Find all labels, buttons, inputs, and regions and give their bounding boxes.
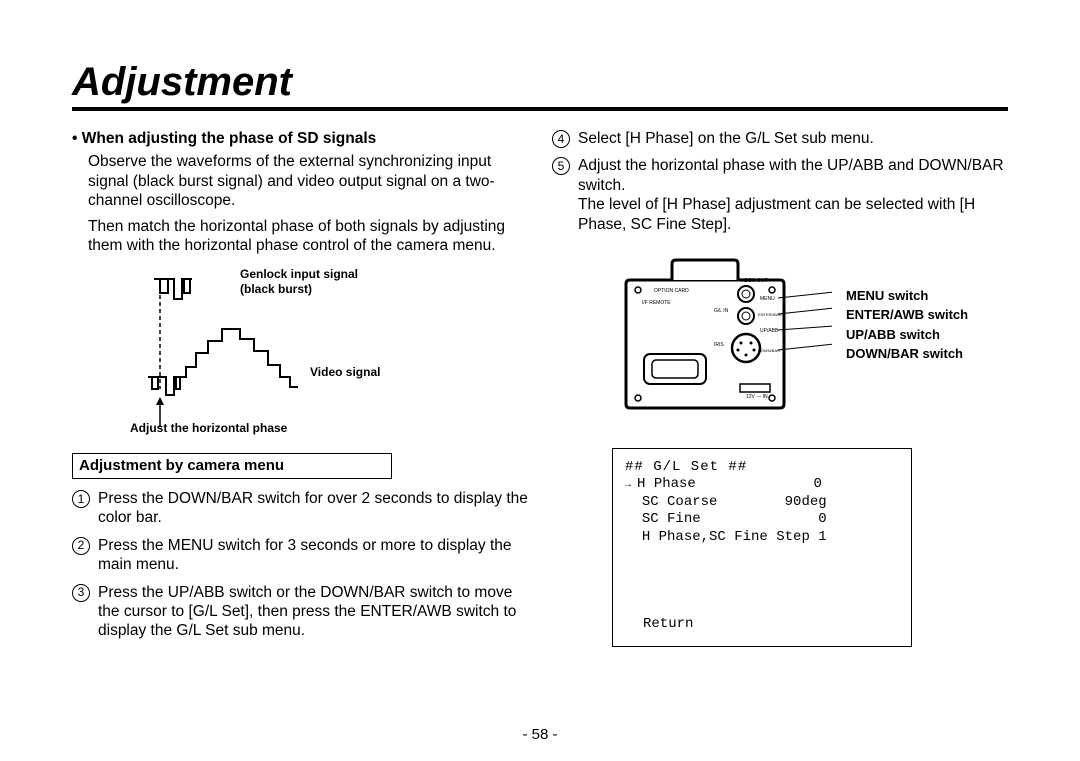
sd-heading: • When adjusting the phase of SD signals — [72, 129, 528, 148]
step-5a: Adjust the horizontal phase with the UP/… — [578, 157, 1004, 193]
sd-para-1: Observe the waveforms of the external sy… — [88, 152, 528, 210]
camera-diagram: OPTION CARD VIDEO OUT I/F REMOTE MENU G/… — [602, 250, 982, 430]
step-3-text: Press the UP/ABB switch or the DOWN/BAR … — [98, 583, 528, 641]
step-2-text: Press the MENU switch for 3 seconds or m… — [98, 536, 528, 575]
step-2-number: 2 — [72, 537, 90, 555]
adjust-label: Adjust the horizontal phase — [130, 421, 287, 436]
svg-text:OPTION CARD: OPTION CARD — [654, 288, 689, 294]
menu-row-3: H Phase,SC Fine Step 1 — [625, 529, 899, 547]
sd-para-2: Then match the horizontal phase of both … — [88, 217, 528, 256]
svg-text:ENTER/AWB: ENTER/AWB — [758, 312, 782, 317]
svg-text:DOWN/BAR: DOWN/BAR — [758, 348, 780, 353]
step-4-number: 4 — [552, 130, 570, 148]
adjustment-by-menu-heading: Adjustment by camera menu — [72, 453, 392, 479]
step-2: 2 Press the MENU switch for 3 seconds or… — [72, 536, 528, 575]
two-column-layout: • When adjusting the phase of SD signals… — [72, 129, 1008, 649]
switch-labels: MENU switch ENTER/AWB switch UP/ABB swit… — [846, 286, 968, 364]
step-5: 5 Adjust the horizontal phase with the U… — [552, 156, 1008, 234]
page: Adjustment • When adjusting the phase of… — [72, 60, 1008, 649]
menu-row-2: SC Fine 0 — [625, 511, 899, 529]
svg-text:I/F REMOTE: I/F REMOTE — [642, 300, 671, 306]
step-5-text: Adjust the horizontal phase with the UP/… — [578, 156, 1008, 234]
step-1-text: Press the DOWN/BAR switch for over 2 sec… — [98, 489, 528, 528]
svg-text:VIDEO OUT: VIDEO OUT — [740, 278, 768, 284]
step-5b: The level of [H Phase] adjustment can be… — [578, 196, 975, 232]
svg-text:UP/ABB: UP/ABB — [760, 328, 779, 334]
up-abb-switch-label: UP/ABB switch — [846, 325, 968, 345]
step-4-text: Select [H Phase] on the G/L Set sub menu… — [578, 129, 1008, 148]
svg-text:G/L IN: G/L IN — [714, 308, 729, 314]
camera-svg: OPTION CARD VIDEO OUT I/F REMOTE MENU G/… — [602, 250, 832, 430]
right-column: 4 Select [H Phase] on the G/L Set sub me… — [552, 129, 1008, 649]
blackburst-text: (black burst) — [240, 282, 312, 296]
menu-switch-label: MENU switch — [846, 286, 968, 306]
enter-awb-switch-label: ENTER/AWB switch — [846, 305, 968, 325]
video-label: Video signal — [310, 365, 380, 380]
menu-title: ## G/L Set ## — [625, 459, 899, 477]
step-3: 3 Press the UP/ABB switch or the DOWN/BA… — [72, 583, 528, 641]
genlock-text: Genlock input signal — [240, 267, 358, 281]
svg-text:12V --- IN: 12V --- IN — [746, 394, 768, 400]
step-4: 4 Select [H Phase] on the G/L Set sub me… — [552, 129, 1008, 148]
waveform-diagram: Genlock input signal (black burst) Video… — [130, 267, 500, 437]
svg-text:MENU: MENU — [760, 296, 775, 302]
left-column: • When adjusting the phase of SD signals… — [72, 129, 528, 649]
menu-return: Return — [625, 616, 899, 634]
step-1-number: 1 — [72, 490, 90, 508]
page-number: - 58 - — [0, 726, 1080, 743]
menu-screen: ## G/L Set ## → H Phase 0 SC Coarse 90de… — [612, 448, 912, 647]
menu-row-1: SC Coarse 90deg — [625, 494, 899, 512]
menu-row-0: → H Phase 0 — [625, 476, 899, 494]
down-bar-switch-label: DOWN/BAR switch — [846, 344, 968, 364]
step-3-number: 3 — [72, 584, 90, 602]
step-5-number: 5 — [552, 157, 570, 175]
step-1: 1 Press the DOWN/BAR switch for over 2 s… — [72, 489, 528, 528]
svg-text:IRIS: IRIS — [714, 342, 724, 348]
page-title: Adjustment — [72, 60, 1008, 111]
genlock-label: Genlock input signal (black burst) — [240, 267, 358, 297]
